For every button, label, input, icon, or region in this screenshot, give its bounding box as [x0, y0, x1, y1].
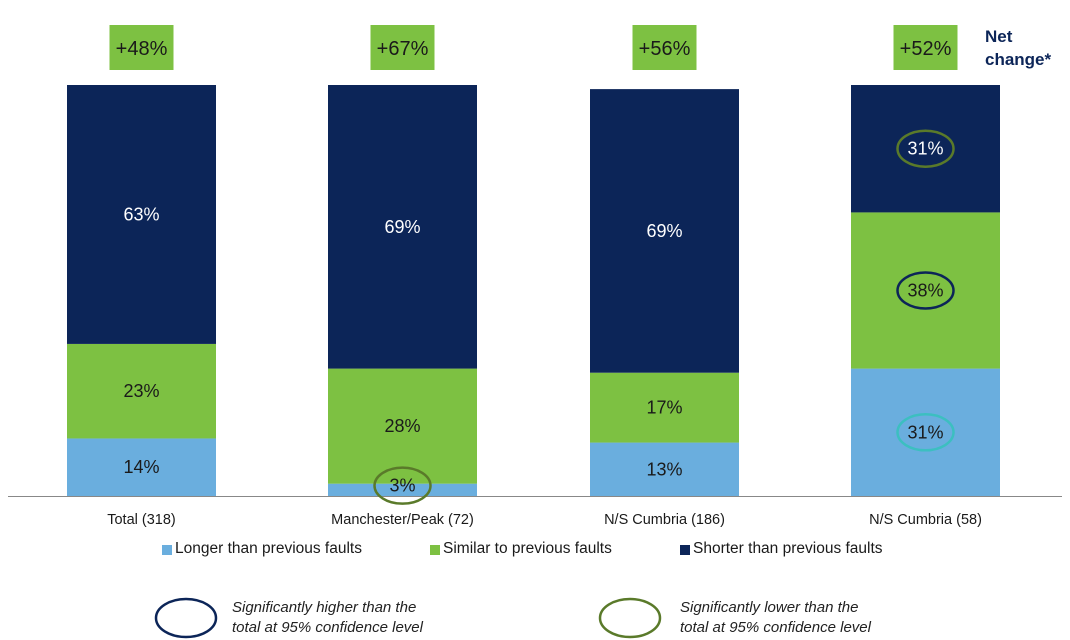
net-change-value-0: +48% [116, 38, 168, 60]
net-change-value-2: +56% [639, 38, 691, 60]
category-label-1: Manchester/Peak (72) [331, 512, 474, 528]
note-lower-text: Significantly lower than the total at 95… [680, 598, 940, 638]
net-change-heading-line1: Net [985, 27, 1013, 46]
legend-label-similar: Similar to previous faults [443, 540, 612, 557]
value-label-3-2: 31% [907, 139, 943, 159]
significance-circle-3-0 [896, 413, 955, 452]
net-change-box-2 [632, 25, 697, 70]
bar-shorter-2 [590, 89, 739, 373]
bar-similar-0 [67, 343, 216, 439]
value-label-0-2: 63% [123, 204, 159, 224]
significance-circle-3-2 [896, 129, 955, 168]
net-change-value-1: +67% [377, 38, 429, 60]
value-label-3-1: 38% [907, 281, 943, 301]
bar-longer-1 [328, 483, 477, 496]
value-label-0-1: 23% [123, 381, 159, 401]
category-label-3: N/S Cumbria (58) [869, 512, 982, 528]
category-label-2: N/S Cumbria (186) [604, 512, 725, 528]
value-label-2-1: 17% [646, 398, 682, 418]
note-lower-circle-icon [598, 597, 662, 639]
bar-longer-3 [851, 368, 1000, 496]
legend-label-longer: Longer than previous faults [175, 540, 362, 557]
bar-similar-3 [851, 212, 1000, 369]
bar-similar-1 [328, 368, 477, 484]
value-label-2-2: 69% [646, 221, 682, 241]
bar-shorter-3 [851, 85, 1000, 213]
value-label-1-0: 3% [389, 476, 415, 496]
significance-circle-3-1 [896, 271, 955, 310]
note-lower-line1: Significantly lower than the [680, 599, 859, 616]
value-label-2-0: 13% [646, 459, 682, 479]
category-label-0: Total (318) [107, 512, 176, 528]
net-change-box-0 [109, 25, 174, 70]
net-change-box-3 [893, 25, 958, 70]
net-change-value-3: +52% [900, 38, 952, 60]
bar-similar-2 [590, 372, 739, 443]
value-label-1-2: 69% [384, 217, 420, 237]
note-higher-text: Significantly higher than the total at 9… [232, 598, 492, 638]
legend-swatch-similar [430, 545, 440, 555]
significance-circle-1-0 [373, 466, 432, 505]
net-change-box-1 [370, 25, 435, 70]
value-label-0-0: 14% [123, 457, 159, 477]
bar-longer-0 [67, 438, 216, 496]
bar-shorter-0 [67, 85, 216, 344]
note-higher-line2: total at 95% confidence level [232, 619, 423, 636]
legend-swatch-shorter [680, 545, 690, 555]
net-change-heading-line2: change* [985, 50, 1052, 69]
legend-label-shorter: Shorter than previous faults [693, 540, 883, 557]
bar-shorter-1 [328, 85, 477, 369]
value-label-3-0: 31% [907, 422, 943, 442]
note-lower-line2: total at 95% confidence level [680, 619, 871, 636]
note-higher-line1: Significantly higher than the [232, 599, 417, 616]
legend-swatch-longer [162, 545, 172, 555]
bar-longer-2 [590, 442, 739, 496]
value-label-1-1: 28% [384, 416, 420, 436]
note-higher-circle-icon [154, 597, 218, 639]
